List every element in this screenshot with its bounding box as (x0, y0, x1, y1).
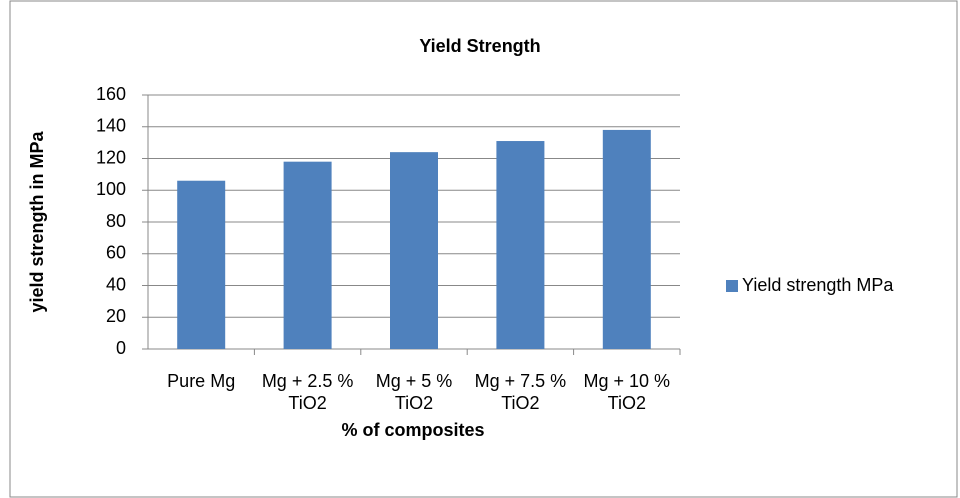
bar (177, 180, 226, 349)
x-tick-label: Mg + 7.5 % TiO2 (474, 371, 567, 413)
bar (283, 161, 332, 349)
y-tick-label: 20 (106, 306, 126, 326)
bar (496, 141, 545, 349)
x-tick-label: Pure Mg (167, 371, 236, 391)
bar (390, 152, 438, 349)
x-tick-label: Mg + 2.5 % TiO2 (261, 371, 354, 413)
y-tick-label: 40 (106, 274, 126, 294)
y-tick-label: 100 (96, 179, 126, 199)
x-tick-label: Mg + 10 % TiO2 (583, 371, 671, 413)
chart-title: Yield Strength (419, 36, 540, 56)
legend-swatch (726, 280, 738, 292)
x-tick-label: Mg + 5 % TiO2 (375, 371, 453, 413)
y-tick-label: 60 (106, 243, 126, 263)
x-axis-label: % of composites (341, 420, 484, 440)
chart-frame (9, 0, 958, 498)
y-tick-label: 0 (116, 338, 126, 358)
y-tick-label: 120 (96, 147, 126, 167)
y-tick-label: 160 (96, 84, 126, 104)
legend-label: Yield strength MPa (742, 275, 894, 295)
y-tick-label: 80 (106, 211, 126, 231)
y-axis-label: yield strength in MPa (27, 130, 47, 312)
bar (602, 129, 651, 349)
y-tick-label: 140 (96, 116, 126, 136)
